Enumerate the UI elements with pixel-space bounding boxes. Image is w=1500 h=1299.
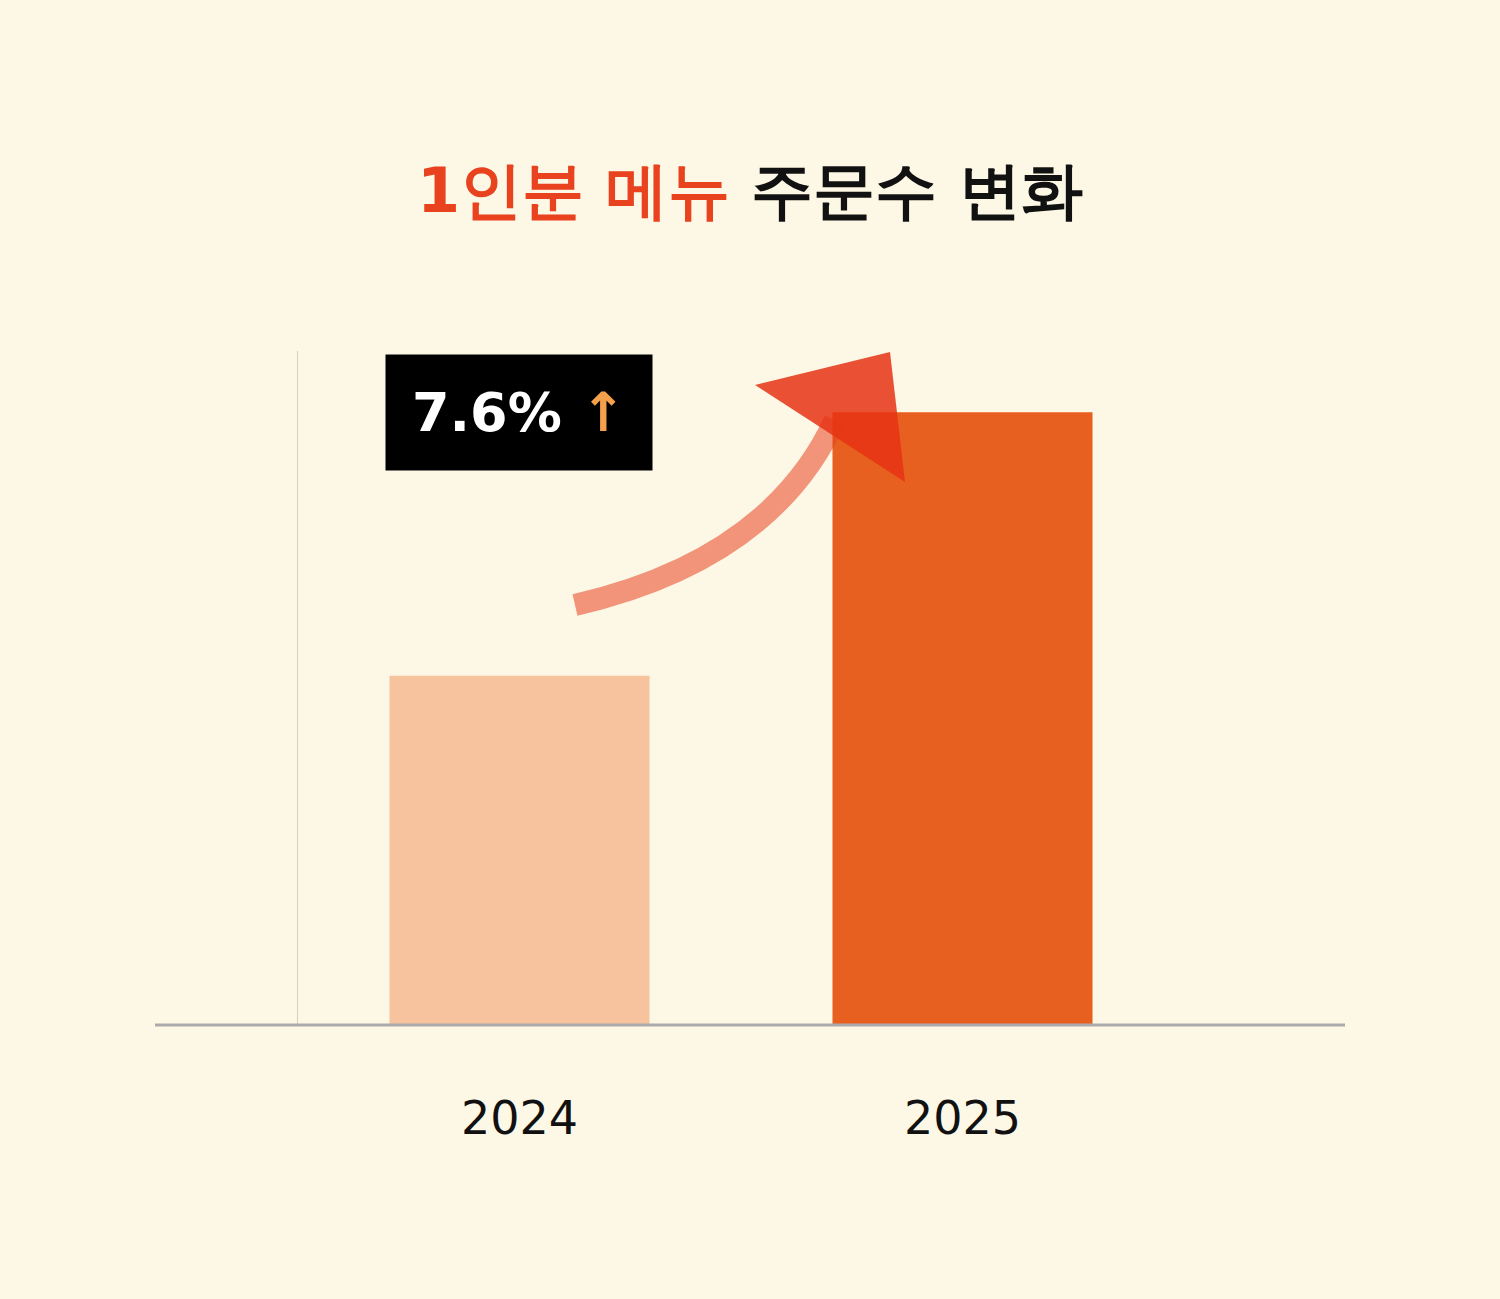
svg-text:7.6% ↑: 7.6% ↑ (412, 381, 626, 444)
svg-text:2025: 2025 (904, 1091, 1021, 1145)
svg-text:2024: 2024 (461, 1091, 578, 1145)
svg-text:1인분 메뉴 주문수 변화: 1인분 메뉴 주문수 변화 (417, 154, 1083, 227)
